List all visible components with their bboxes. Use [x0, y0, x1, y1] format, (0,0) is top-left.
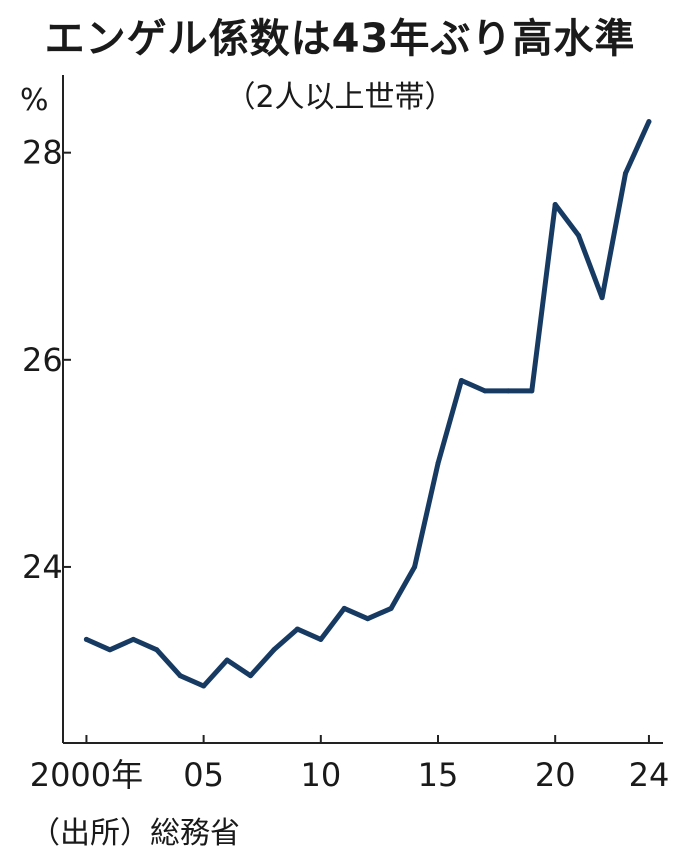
data-point	[201, 683, 207, 689]
data-points	[83, 119, 652, 689]
data-point	[248, 673, 253, 679]
data-point	[458, 378, 464, 384]
chart-title: エンゲル係数は43年ぶり高水準	[44, 16, 636, 62]
data-point	[599, 295, 605, 301]
data-point	[365, 616, 371, 622]
data-point	[294, 626, 300, 632]
data-point	[388, 605, 394, 611]
data-point	[435, 460, 441, 466]
x-tick-label: 20	[535, 756, 576, 794]
data-point	[341, 605, 347, 611]
data-point	[412, 564, 418, 570]
data-point	[271, 647, 277, 653]
source-note: （出所）総務省	[30, 816, 240, 851]
data-point	[130, 636, 136, 642]
y-axis-ticks: 24 26 28	[22, 134, 71, 586]
data-point	[224, 657, 230, 663]
x-tick-label: 24	[629, 756, 670, 794]
x-tick-label: 10	[300, 756, 341, 794]
x-tick-label: 2000年	[30, 756, 143, 794]
data-point	[83, 636, 89, 642]
data-point	[552, 201, 558, 207]
x-tick-label: 05	[183, 756, 224, 794]
x-tick-label: 15	[418, 756, 459, 794]
data-point	[482, 388, 488, 394]
data-point	[154, 647, 160, 653]
y-tick-label: 24	[22, 548, 63, 586]
data-point	[107, 647, 113, 653]
data-point	[177, 673, 183, 679]
data-point	[529, 388, 535, 394]
y-tick-label: 28	[22, 134, 63, 172]
series-line	[83, 119, 652, 689]
data-point	[576, 233, 582, 239]
y-tick-label: 26	[22, 341, 63, 379]
chart-subtitle: （2人以上世帯）	[225, 80, 455, 115]
x-axis-ticks: 2000年 05 10 15 20 24	[30, 735, 670, 794]
data-point	[318, 636, 324, 642]
data-point	[646, 119, 652, 125]
data-point	[623, 170, 628, 176]
y-axis-unit-label: %	[20, 83, 49, 118]
data-point	[505, 388, 511, 394]
